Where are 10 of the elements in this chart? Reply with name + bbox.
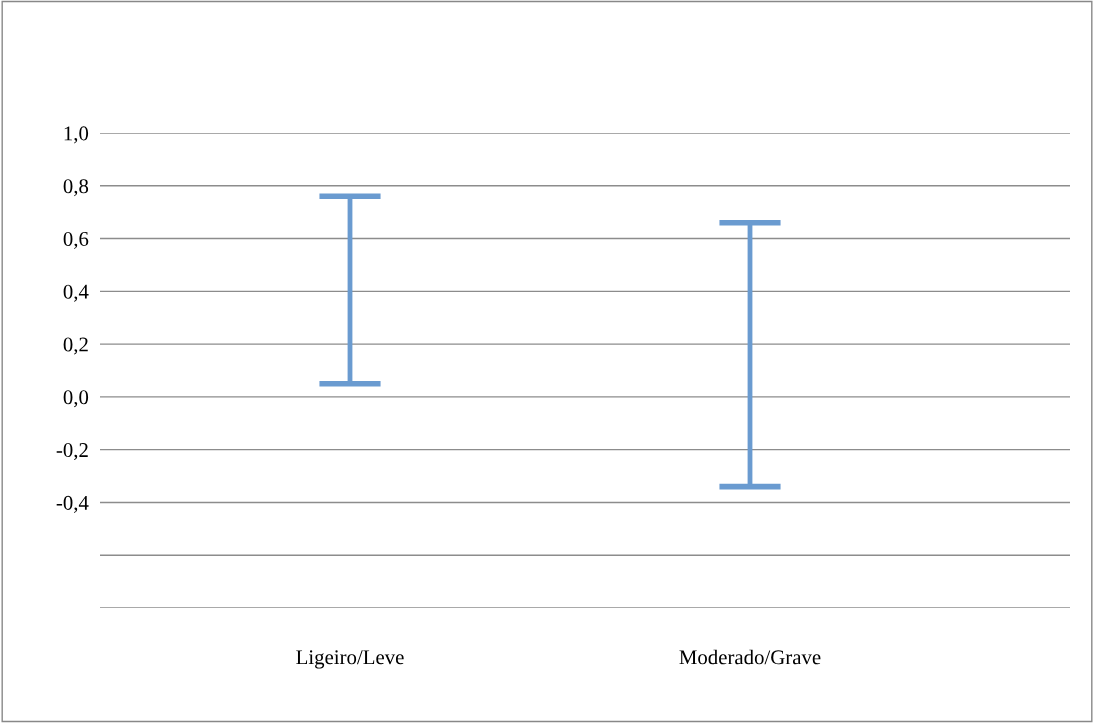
y-tick-label: 0,6	[63, 231, 89, 249]
y-tick-label: -0,2	[56, 443, 88, 461]
y-tick-label: -0,4	[56, 495, 89, 513]
y-tick-label: 0,4	[63, 284, 89, 302]
y-tick-label: 0,0	[63, 390, 89, 408]
y-tick-label: 1,0	[64, 126, 89, 144]
y-tick-label: 0,2	[63, 337, 88, 355]
x-tick-label: Ligeiro/Leve	[296, 650, 404, 669]
x-tick-label: Moderado/Grave	[679, 649, 821, 665]
y-tick-label: 0,8	[63, 179, 89, 197]
